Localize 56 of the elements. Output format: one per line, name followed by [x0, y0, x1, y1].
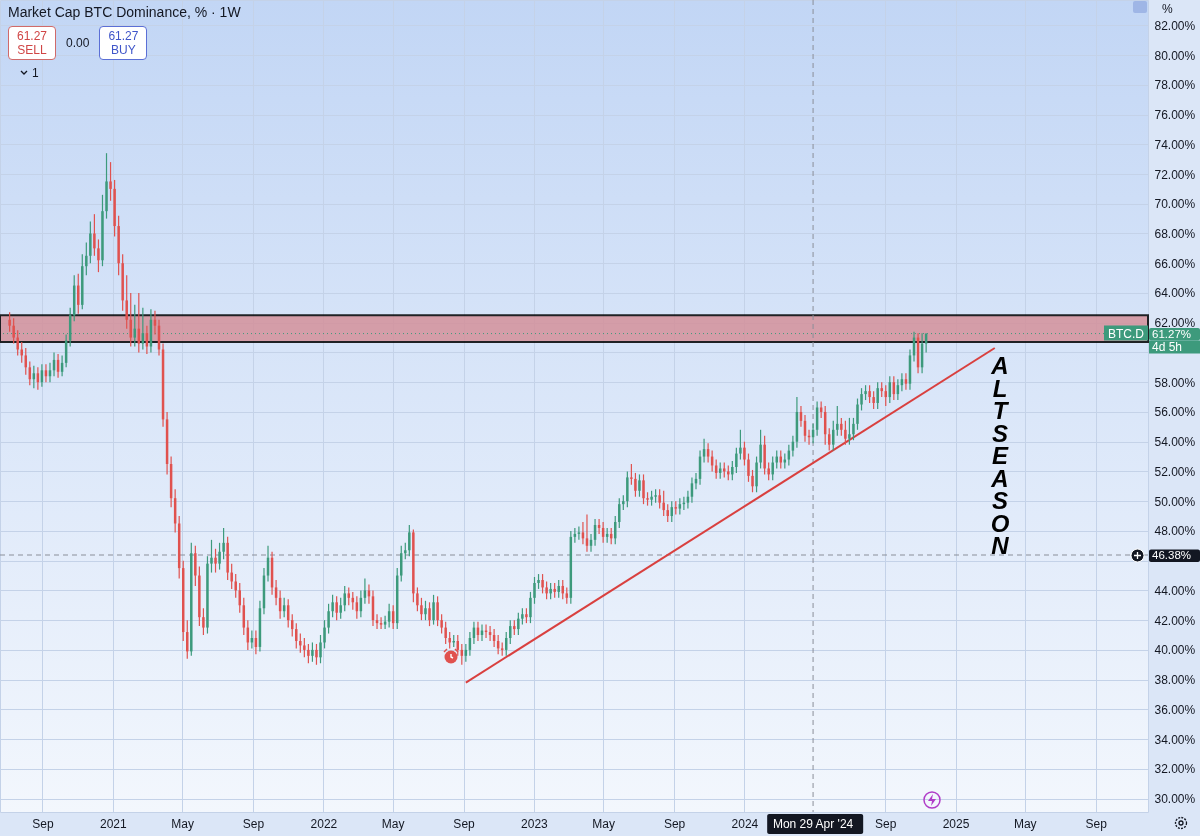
- y-tick-label: 48.00%: [1154, 524, 1196, 539]
- x-tick-label: 2023: [521, 816, 549, 831]
- y-tick-label: 58.00%: [1154, 375, 1196, 390]
- x-tick-label: Sep: [875, 816, 897, 831]
- y-tick-label: 80.00%: [1154, 48, 1196, 63]
- y-tick-label: 52.00%: [1154, 464, 1196, 479]
- y-tick-label: 82.00%: [1154, 18, 1196, 33]
- x-tick-label: May: [592, 816, 615, 831]
- y-tick-label: 42.00%: [1154, 613, 1196, 628]
- y-tick-label: 40.00%: [1154, 643, 1196, 658]
- text: ALTSEASON: [990, 352, 1010, 559]
- candlestick: [630, 463, 633, 486]
- annotation: BTC.D: [1108, 326, 1145, 341]
- ref-line-label: 46.38%: [1152, 549, 1192, 562]
- candlestick: [848, 417, 851, 446]
- y-tick-label: 56.00%: [1154, 405, 1196, 420]
- x-tick-label: May: [171, 816, 194, 831]
- annotation: 61.27: [17, 29, 48, 43]
- y-tick-label: 32.00%: [1154, 762, 1196, 777]
- x-tick-label: 2021: [100, 816, 128, 831]
- ref-line-label: Mon 29 Apr '24: [772, 817, 854, 831]
- y-tick-label: 44.00%: [1154, 583, 1196, 598]
- x-tick-label: May: [381, 816, 405, 831]
- annotation: 1: [32, 66, 39, 80]
- x-tick-label: May: [1013, 816, 1037, 831]
- y-tick-label: 70.00%: [1154, 197, 1196, 212]
- candlestick: [303, 637, 306, 658]
- annotation: 61.27: [108, 29, 139, 43]
- y-axis-title: %: [1162, 2, 1173, 16]
- y-tick-label: 64.00%: [1154, 286, 1196, 301]
- y-tick-label: 68.00%: [1154, 226, 1196, 241]
- y-tick-label: 74.00%: [1154, 137, 1196, 152]
- annotation: SELL: [17, 43, 48, 57]
- text: 4d 5h: [1152, 340, 1183, 355]
- x-tick-label: Sep: [453, 816, 476, 831]
- annotation: 0.00: [66, 36, 90, 50]
- candlestick: [646, 491, 649, 507]
- x-tick-label: Sep: [242, 816, 265, 831]
- y-tick-label: 30.00%: [1154, 792, 1196, 807]
- x-tick-label: 2022: [310, 816, 338, 831]
- y-tick-label: 38.00%: [1154, 673, 1196, 688]
- x-tick-label: 2025: [942, 816, 970, 831]
- y-tick-label: 72.00%: [1154, 167, 1196, 182]
- y-tick-label: 50.00%: [1154, 494, 1196, 509]
- x-tick-label: Sep: [1085, 816, 1108, 831]
- y-tick-label: 78.00%: [1154, 78, 1196, 93]
- y-tick-label: 66.00%: [1154, 256, 1196, 271]
- y-tick-label: 76.00%: [1154, 108, 1196, 123]
- y-tick-label: 54.00%: [1154, 435, 1196, 450]
- x-tick-label: Sep: [663, 816, 686, 831]
- chart-title: Market Cap BTC Dominance, % · 1W: [8, 4, 241, 20]
- y-tick-label: 34.00%: [1154, 732, 1196, 747]
- x-tick-label: 2024: [731, 816, 759, 831]
- y-tick-label: 36.00%: [1154, 702, 1196, 717]
- x-tick-label: Sep: [32, 816, 54, 831]
- annotation: BUY: [110, 43, 137, 57]
